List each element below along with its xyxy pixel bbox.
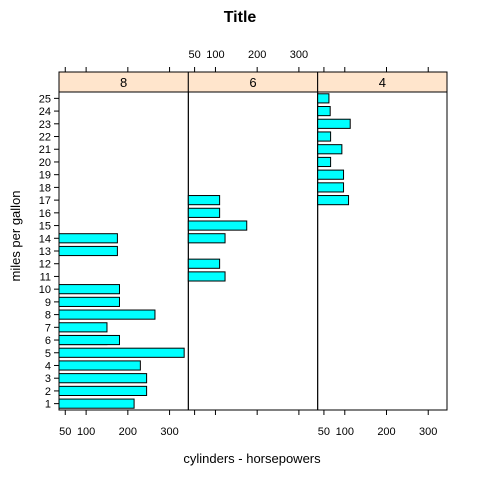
x-tick-label-bottom: 100: [336, 426, 354, 438]
panel-strip-label: 6: [249, 75, 256, 90]
y-tick-label: 4: [45, 360, 51, 372]
bar: [317, 131, 332, 142]
x-tick-label-bottom: 300: [419, 426, 437, 438]
y-tick-label: 16: [39, 208, 51, 220]
x-tick-label-top: 300: [290, 49, 308, 61]
panel-strip-label: 4: [379, 75, 386, 90]
bar: [58, 373, 148, 384]
y-tick-label: 11: [40, 271, 51, 283]
bar: [58, 347, 185, 358]
bar: [317, 182, 345, 193]
x-tick-label-bottom: 50: [318, 426, 330, 438]
chart-title: Title: [224, 9, 257, 26]
bar: [317, 93, 330, 104]
y-tick-label: 23: [39, 119, 51, 131]
bar: [317, 156, 332, 168]
bar: [58, 233, 118, 244]
bar: [317, 106, 331, 117]
y-tick-label: 22: [39, 132, 51, 144]
y-tick-label: 8: [45, 310, 51, 322]
y-tick-label: 12: [39, 259, 51, 271]
y-tick-label: 24: [39, 106, 51, 118]
plot-area: 1234567891011121314151617181920212223242…: [39, 49, 448, 438]
bar: [317, 169, 345, 180]
y-tick-label: 3: [45, 373, 51, 385]
y-tick-label: 5: [45, 348, 51, 360]
y-tick-label: 1: [45, 399, 51, 411]
y-tick-label: 19: [39, 170, 51, 182]
bar: [317, 118, 351, 129]
bar: [187, 271, 226, 282]
bar: [58, 385, 148, 396]
bar: [317, 195, 350, 206]
x-axis-label: cylinders - horsepowers: [183, 451, 321, 466]
y-tick-label: 21: [39, 144, 51, 156]
y-tick-label: 7: [45, 322, 51, 334]
y-tick-label: 14: [39, 233, 51, 245]
panel-frame: [317, 91, 448, 411]
bar: [187, 195, 221, 206]
x-tick-label-top: 100: [206, 49, 224, 61]
y-tick-label: 6: [45, 335, 51, 347]
y-tick-label: 17: [39, 195, 51, 207]
y-tick-label: 9: [45, 297, 51, 309]
panel-frame: [187, 91, 319, 411]
bar: [187, 207, 221, 218]
bar: [187, 258, 221, 269]
x-tick-label-bottom: 300: [160, 426, 178, 438]
x-tick-label-bottom: 100: [77, 426, 95, 438]
bar: [58, 334, 120, 346]
y-tick-label: 25: [39, 93, 51, 105]
x-tick-label-bottom: 50: [59, 426, 71, 438]
bar: [58, 309, 156, 320]
bar: [317, 144, 343, 155]
x-tick-label-top: 50: [188, 49, 200, 61]
x-tick-label-bottom: 200: [377, 426, 395, 438]
y-tick-label: 10: [39, 284, 51, 296]
y-tick-label: 18: [39, 182, 51, 194]
bar: [187, 220, 248, 231]
y-tick-label: 2: [45, 386, 51, 398]
bar: [58, 360, 141, 371]
panel-strip-label: 8: [120, 75, 127, 90]
y-tick-label: 20: [39, 157, 51, 169]
bar: [58, 245, 118, 257]
y-tick-label: 13: [39, 246, 51, 258]
bar: [58, 296, 120, 307]
bar: [58, 398, 135, 409]
x-tick-label-bottom: 200: [119, 426, 137, 438]
bar: [187, 233, 226, 244]
y-axis-label: miles per gallon: [8, 190, 23, 281]
bar: [58, 322, 108, 333]
y-tick-label: 15: [39, 221, 51, 233]
bar: [58, 284, 120, 295]
x-tick-label-top: 200: [248, 49, 266, 61]
